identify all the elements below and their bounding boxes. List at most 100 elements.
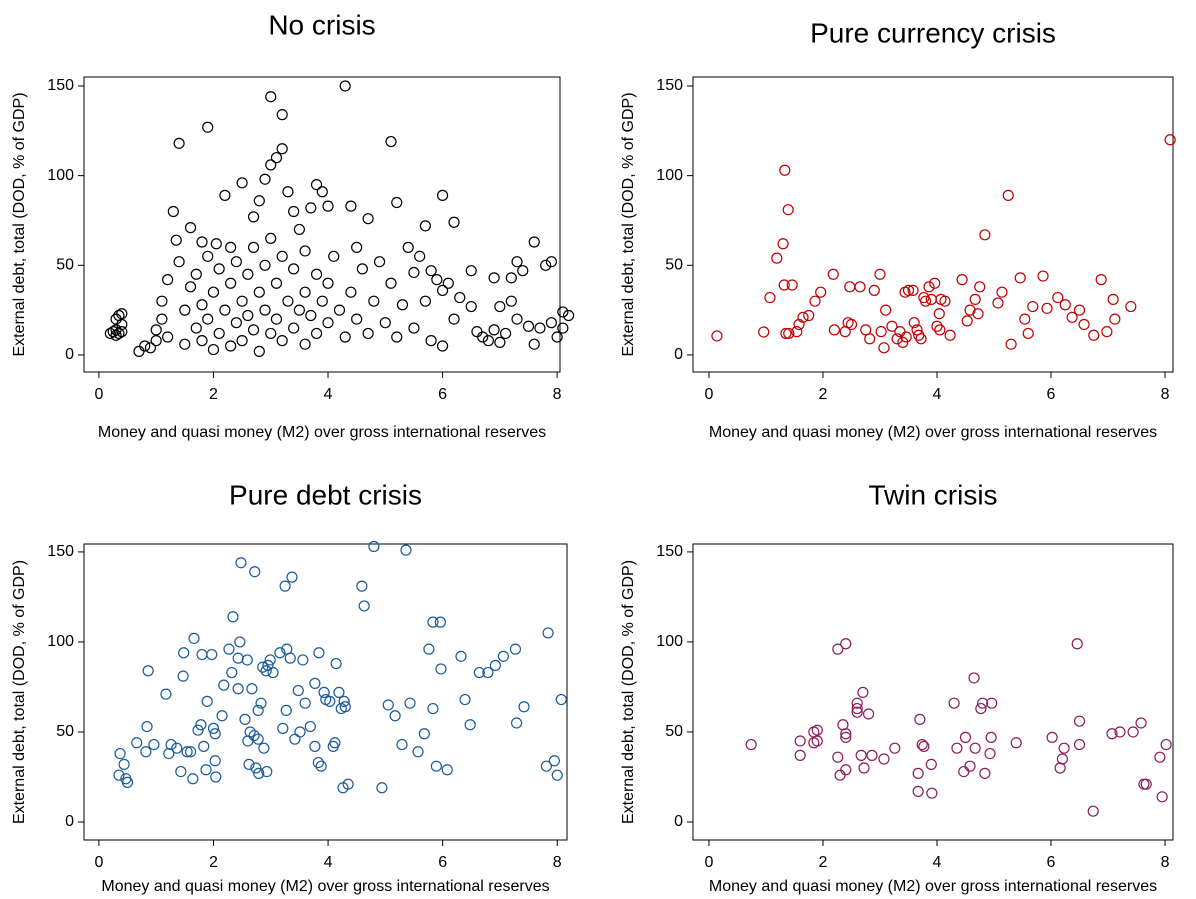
point — [518, 701, 530, 713]
point — [339, 80, 351, 92]
point — [279, 580, 291, 592]
point — [933, 308, 945, 320]
point — [178, 647, 190, 659]
y-tick-label: 100 — [47, 167, 74, 184]
point — [844, 281, 856, 293]
point — [225, 340, 237, 352]
point — [860, 324, 872, 336]
point — [925, 758, 937, 770]
point — [265, 159, 277, 171]
point — [213, 327, 225, 340]
panel-title: Twin crisis — [868, 479, 997, 510]
point — [190, 268, 202, 280]
point — [310, 327, 323, 340]
point — [419, 295, 431, 307]
point — [264, 654, 276, 666]
point — [827, 268, 839, 280]
point — [423, 643, 435, 655]
point — [255, 697, 267, 709]
point — [288, 205, 300, 218]
point — [113, 769, 125, 781]
point — [312, 756, 324, 769]
plot-area — [83, 543, 568, 841]
point — [142, 665, 154, 677]
point — [465, 265, 477, 277]
point — [1125, 300, 1137, 313]
point — [236, 295, 248, 307]
point — [267, 666, 279, 679]
point — [528, 338, 540, 350]
point — [1087, 805, 1099, 817]
point — [241, 654, 253, 666]
point — [1156, 791, 1168, 803]
point — [140, 746, 152, 758]
point — [931, 320, 943, 332]
point — [322, 277, 334, 289]
point — [230, 256, 242, 268]
point — [333, 304, 346, 316]
point — [274, 647, 286, 659]
point — [339, 331, 351, 343]
x-tick-label: 6 — [438, 386, 447, 403]
point — [1037, 270, 1049, 282]
point — [202, 250, 214, 262]
point — [436, 189, 449, 201]
point — [434, 616, 446, 628]
point — [1138, 778, 1150, 790]
point — [408, 266, 420, 279]
point — [242, 735, 254, 747]
point — [294, 726, 306, 738]
point — [778, 279, 790, 291]
point — [379, 317, 391, 329]
point — [1088, 329, 1100, 341]
point — [322, 317, 334, 329]
point — [897, 336, 909, 349]
point — [851, 702, 863, 715]
point — [779, 164, 791, 176]
point — [242, 268, 254, 280]
point — [448, 216, 460, 228]
y-tick-label: 0 — [65, 346, 74, 363]
point — [996, 286, 1008, 298]
point — [167, 205, 179, 218]
point — [162, 331, 174, 343]
point — [979, 229, 991, 241]
point — [322, 200, 334, 212]
x-tick-label: 2 — [819, 854, 828, 871]
point — [907, 284, 919, 297]
point — [797, 311, 809, 323]
point — [961, 315, 973, 327]
point — [858, 762, 870, 774]
point — [247, 211, 260, 223]
x-tick-label: 6 — [1047, 386, 1056, 403]
point — [517, 265, 529, 277]
y-tick-label: 100 — [656, 167, 683, 184]
x-axis-label: Money and quasi money (M2) over gross in… — [98, 424, 546, 441]
point — [1135, 717, 1147, 729]
point — [840, 731, 852, 743]
point — [964, 760, 976, 772]
point — [239, 713, 251, 725]
x-tick-label: 4 — [324, 386, 333, 403]
point — [253, 286, 265, 298]
point — [791, 326, 803, 338]
point — [202, 121, 214, 133]
point — [488, 272, 500, 284]
point — [133, 345, 145, 357]
point — [855, 749, 867, 761]
point — [780, 327, 792, 340]
point — [557, 322, 569, 334]
point — [918, 740, 930, 752]
point — [219, 304, 231, 316]
y-axis-label: External debt, total (DOD, % of GDP) — [11, 560, 28, 824]
y-tick-label: 150 — [47, 77, 74, 94]
point — [1052, 291, 1064, 304]
y-axis-label: External debt, total (DOD, % of GDP) — [620, 560, 637, 824]
point — [247, 324, 260, 336]
point — [141, 720, 153, 733]
point — [1127, 726, 1139, 738]
x-axis-label: Money and quasi money (M2) over gross in… — [101, 878, 549, 895]
point — [1002, 189, 1014, 201]
point — [811, 735, 823, 747]
